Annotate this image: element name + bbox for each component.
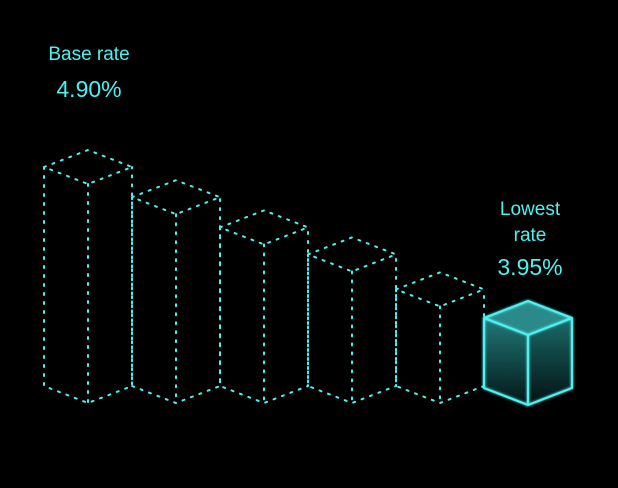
bar-1 [41, 148, 135, 405]
bar-5 [393, 271, 487, 405]
lowest-rate-title-line2: rate [513, 225, 547, 246]
bar-6 [482, 299, 574, 407]
bar-3 [217, 209, 311, 405]
lowest-rate-title-line1: Lowest [499, 199, 561, 220]
base-rate-title: Base rate [48, 44, 130, 65]
bar-2 [129, 179, 223, 405]
base-rate-value: 4.90% [56, 76, 122, 102]
lowest-rate-value: 3.95% [497, 254, 563, 280]
bar-4 [305, 236, 399, 405]
lowest-rate-title: Lowest rate [470, 197, 590, 249]
